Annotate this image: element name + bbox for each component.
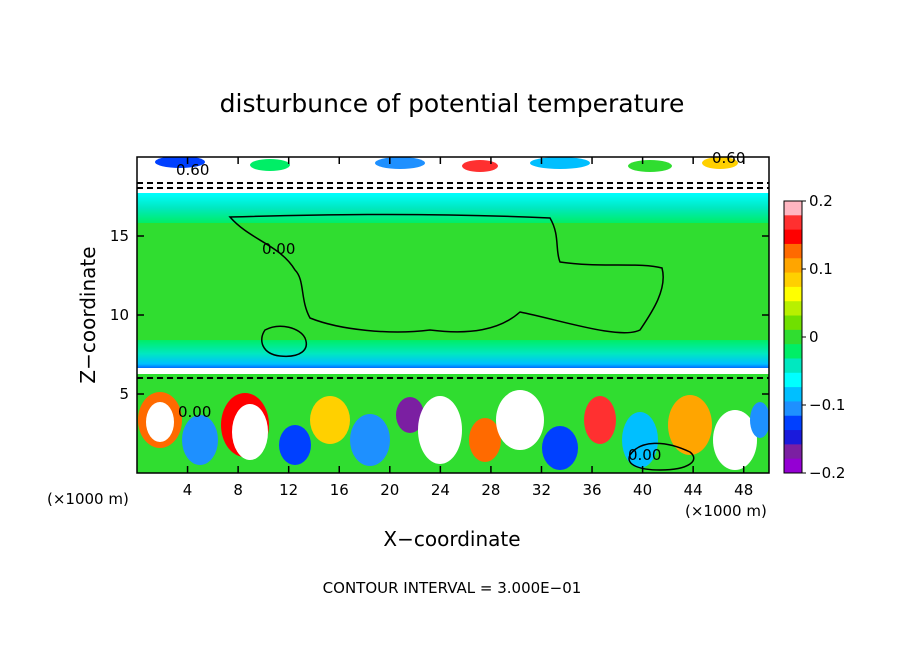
x-axis: 4 8 12 16 20 24 28 32 36 40 44 48 (183, 157, 753, 499)
x-tick-label: 36 (582, 481, 601, 499)
zero-contour-main (228, 213, 664, 334)
colorbar-swatch (784, 430, 802, 445)
x-tick-label: 40 (633, 481, 652, 499)
x-axis-label: X−coordinate (383, 527, 520, 551)
colorbar-swatch (784, 329, 802, 345)
colorbar-tick-label: 0.1 (809, 260, 833, 278)
colorbar-tick-label: −0.2 (809, 464, 845, 482)
contour-label: 0.60 (176, 161, 209, 179)
colorbar-swatch (784, 215, 802, 231)
colorbar: 0.2 0.1 0 −0.1 −0.2 (783, 192, 845, 482)
colorbar-swatch (784, 387, 802, 402)
x-tick-label: 16 (330, 481, 349, 499)
y-tick-label: 10 (110, 306, 129, 324)
colorbar-swatch (784, 372, 802, 388)
colorbar-swatch (784, 201, 802, 216)
y-tick-label: 5 (119, 385, 129, 403)
colorbar-swatch (784, 315, 802, 331)
colorbar-swatch (784, 272, 802, 288)
x-tick-label: 32 (532, 481, 551, 499)
colorbar-swatch (784, 286, 802, 302)
zero-contour-left (261, 325, 307, 358)
y-axis-label: Z−coordinate (76, 246, 100, 383)
x-unit-left: (×1000 m) (47, 490, 129, 508)
colorbar-swatch (784, 301, 802, 317)
colorbar-tick-label: −0.1 (809, 396, 845, 414)
y-axis: 5 10 15 (110, 227, 769, 403)
colorbar-swatch (784, 358, 802, 374)
colorbar-swatch (784, 401, 802, 417)
colorbar-swatch (784, 415, 802, 431)
x-tick-label: 28 (481, 481, 500, 499)
x-tick-label: 20 (380, 481, 399, 499)
contour-label: 0.60 (712, 149, 745, 167)
x-tick-label: 44 (684, 481, 703, 499)
colorbar-swatch (784, 258, 802, 274)
chart-title: disturbunce of potential temperature (220, 89, 685, 118)
colorbar-swatch (784, 444, 802, 460)
colorbar-tick-label: 0.2 (809, 192, 833, 210)
contour-label: 0.00 (262, 240, 295, 258)
x-tick-label: 48 (734, 481, 753, 499)
colorbar-swatch (784, 243, 802, 259)
x-unit-right: (×1000 m) (685, 502, 767, 520)
upper-turbulence-cells (155, 157, 738, 172)
plot-area (137, 157, 769, 473)
colorbar-swatch (784, 229, 802, 245)
x-tick-label: 4 (183, 481, 193, 499)
contour-labels: 0.60 0.00 0.00 0.00 0.60 (176, 149, 745, 464)
contour-label: 0.00 (628, 446, 661, 464)
x-tick-label: 24 (431, 481, 450, 499)
lower-transition-band (137, 340, 769, 370)
colorbar-tick-label: 0 (809, 328, 819, 346)
inversion-band-lower (137, 368, 769, 374)
contour-label: 0.00 (178, 403, 211, 421)
upper-transition-band (137, 193, 769, 223)
colorbar-swatch (784, 344, 802, 359)
zero-contour-bottom (628, 442, 695, 471)
colorbar-swatch (784, 458, 802, 474)
x-tick-label: 8 (233, 481, 243, 499)
contour-interval-note: CONTOUR INTERVAL = 3.000E−01 (323, 579, 582, 597)
x-tick-label: 12 (279, 481, 298, 499)
y-tick-label: 15 (110, 227, 129, 245)
